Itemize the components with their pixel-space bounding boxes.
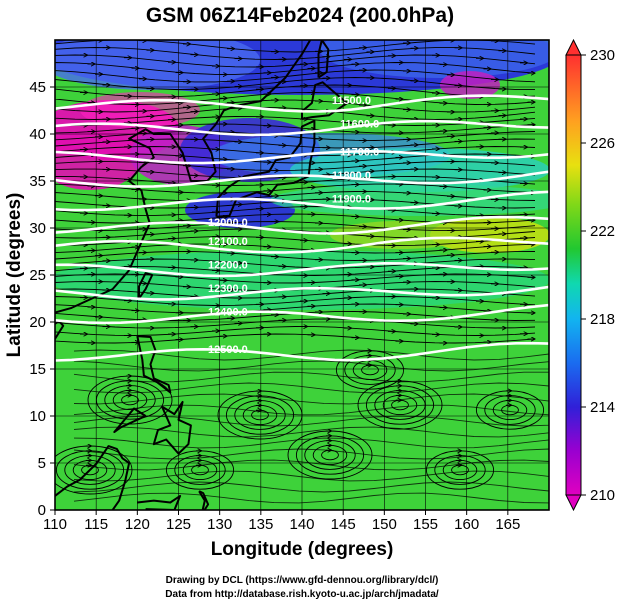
y-tick-label: 0 <box>38 502 46 519</box>
y-tick-label: 10 <box>29 408 46 425</box>
contour-label: 12400.0 <box>208 306 248 318</box>
credit-data-source: Data from http://database.rish.kyoto-u.a… <box>165 589 439 600</box>
y-axis-ticks: 0 5 10 15 20 25 30 35 40 45 <box>29 79 55 519</box>
x-axis-label: Longitude (degrees) <box>211 539 394 560</box>
y-tick-label: 20 <box>29 314 46 331</box>
chart-title: GSM 06Z14Feb2024 (200.0hPa) <box>146 4 454 27</box>
credit-drawing: Drawing by DCL (https://www.gfd-dennou.o… <box>166 575 439 586</box>
contour-label: 11700.0 <box>340 147 379 159</box>
height-contour <box>55 236 549 254</box>
height-contour <box>55 119 549 137</box>
colorbar-top-triangle <box>565 38 582 56</box>
contour-labels: 11500.0 11600.0 11700.0 11800.0 11900.0 12000… <box>208 95 379 356</box>
height-contour <box>55 285 549 301</box>
y-tick-label: 35 <box>29 173 46 190</box>
height-contour <box>55 149 549 165</box>
wind-streamlines <box>55 40 549 504</box>
x-tick-label: 160 <box>454 516 479 533</box>
height-contour <box>55 190 549 212</box>
colorbar-tick-label: 230 <box>590 47 615 64</box>
y-tick-label: 15 <box>29 361 46 378</box>
contour-label: 12200.0 <box>208 259 248 271</box>
plot-area: 11500.0 11600.0 11700.0 11800.0 11900.0 12000… <box>55 40 549 510</box>
height-contour <box>55 303 549 325</box>
contour-label: 12100.0 <box>208 236 248 248</box>
contour-label: 11800.0 <box>332 170 371 182</box>
contour-label: 12000.0 <box>208 217 248 229</box>
colorbar-tick-label: 210 <box>590 487 615 504</box>
y-axis-label: Latitude (degrees) <box>4 193 25 358</box>
height-contour <box>55 215 549 235</box>
colorbar-tick-label: 214 <box>590 399 615 416</box>
height-contours <box>55 94 549 362</box>
contour-label: 12500.0 <box>208 344 248 356</box>
x-tick-label: 140 <box>289 516 314 533</box>
x-tick-label: 165 <box>495 516 520 533</box>
colorbar-bottom-triangle <box>565 494 582 512</box>
height-contour <box>55 341 549 362</box>
colorbar: 210 214 218 222 226 230 <box>565 38 615 512</box>
x-tick-label: 145 <box>331 516 356 533</box>
height-contour <box>55 261 549 278</box>
y-tick-label: 5 <box>38 455 46 472</box>
contour-label: 11600.0 <box>340 118 379 130</box>
x-tick-label: 110 <box>43 516 67 533</box>
colorbar-tick-label: 218 <box>590 311 615 328</box>
y-tick-label: 40 <box>29 126 46 143</box>
contour-label: 11900.0 <box>332 194 371 206</box>
x-tick-label: 150 <box>372 516 397 533</box>
y-tick-label: 25 <box>29 267 46 284</box>
x-tick-label: 115 <box>84 516 108 533</box>
x-tick-label: 155 <box>413 516 438 533</box>
x-tick-label: 120 <box>125 516 150 533</box>
colorbar-tick-label: 226 <box>590 135 615 152</box>
x-tick-label: 125 <box>166 516 191 533</box>
y-tick-label: 45 <box>29 79 46 96</box>
colorbar-tick-label: 222 <box>590 223 615 240</box>
height-contour <box>55 94 549 113</box>
x-tick-label: 130 <box>207 516 232 533</box>
colorbar-scale <box>565 54 582 496</box>
contour-label: 12300.0 <box>208 283 248 295</box>
x-tick-label: 135 <box>248 516 273 533</box>
contour-label: 11500.0 <box>332 95 371 107</box>
y-tick-label: 30 <box>29 220 46 237</box>
x-axis-ticks: 110 115 120 125 130 135 140 145 150 155 160 165 <box>43 510 520 533</box>
height-contour <box>55 170 549 188</box>
